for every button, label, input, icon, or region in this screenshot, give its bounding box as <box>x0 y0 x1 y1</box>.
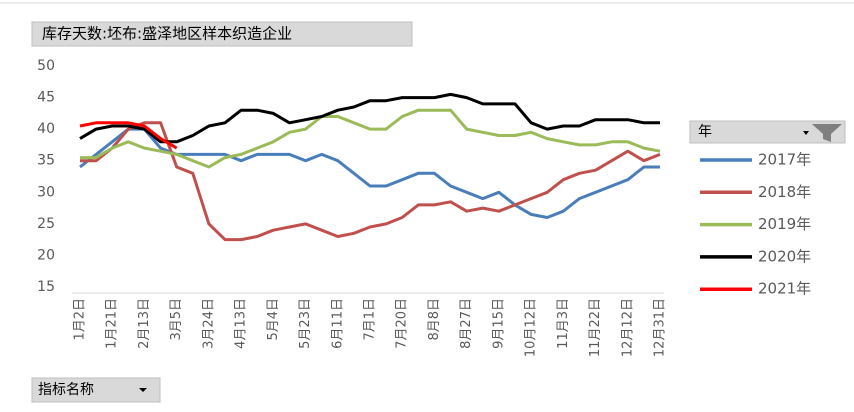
legend-label: 2018年 <box>758 183 811 201</box>
x-tick-label: 12月31日 <box>653 298 668 357</box>
x-tick-label: 12月12日 <box>620 298 635 357</box>
x-tick-label: 11月3日 <box>556 298 571 349</box>
legend-title: 年 <box>698 124 712 140</box>
x-tick-label: 3月24日 <box>201 298 216 349</box>
y-tick-label: 20 <box>37 247 55 263</box>
y-tick-label: 50 <box>37 58 55 74</box>
x-tick-label: 7月20日 <box>395 298 410 349</box>
x-tick-label: 8月27日 <box>459 298 474 349</box>
series-line <box>80 121 661 242</box>
x-tick-label: 5月23日 <box>298 298 313 349</box>
legend-header[interactable] <box>689 120 846 144</box>
y-tick-label: 35 <box>37 153 55 169</box>
x-tick-label: 7月1日 <box>363 298 378 341</box>
x-tick-label: 1月21日 <box>105 298 120 349</box>
dropdown-arrow <box>139 388 147 392</box>
x-tick-label: 10月12日 <box>524 298 539 357</box>
series-line <box>80 108 661 169</box>
y-tick-label: 30 <box>37 184 55 200</box>
x-tick-label: 8月8日 <box>427 298 442 341</box>
x-tick-label: 11月22日 <box>588 298 603 357</box>
legend-label: 2021年 <box>758 280 811 298</box>
legend-label: 2020年 <box>758 247 811 265</box>
x-tick-label: 1月2日 <box>73 298 88 341</box>
series-line <box>79 92 660 144</box>
x-tick-label: 4月13日 <box>234 298 249 349</box>
y-tick-label: 40 <box>37 121 55 137</box>
y-tick-label: 45 <box>37 90 55 106</box>
x-tick-label: 9月15日 <box>491 298 506 349</box>
filter-icon <box>812 124 842 142</box>
y-tick-label: 15 <box>37 279 55 295</box>
legend-label: 2019年 <box>758 215 811 233</box>
series-line <box>79 121 178 150</box>
chart-title: 库存天数:坯布:盛泽地区样本织造企业 <box>42 25 292 43</box>
legend-label: 2017年 <box>758 151 811 169</box>
y-tick-label: 25 <box>37 216 55 232</box>
x-tick-label: 3月5日 <box>169 298 184 341</box>
x-tick-label: 5月4日 <box>266 298 281 341</box>
title-box <box>31 21 413 47</box>
dropdown-arrow <box>803 131 809 135</box>
x-tick-label: 2月13日 <box>137 298 152 349</box>
x-tick-label: 6月11日 <box>330 298 345 349</box>
filter-button[interactable] <box>31 377 161 403</box>
filter-button-label: 指标名称 <box>38 382 94 398</box>
